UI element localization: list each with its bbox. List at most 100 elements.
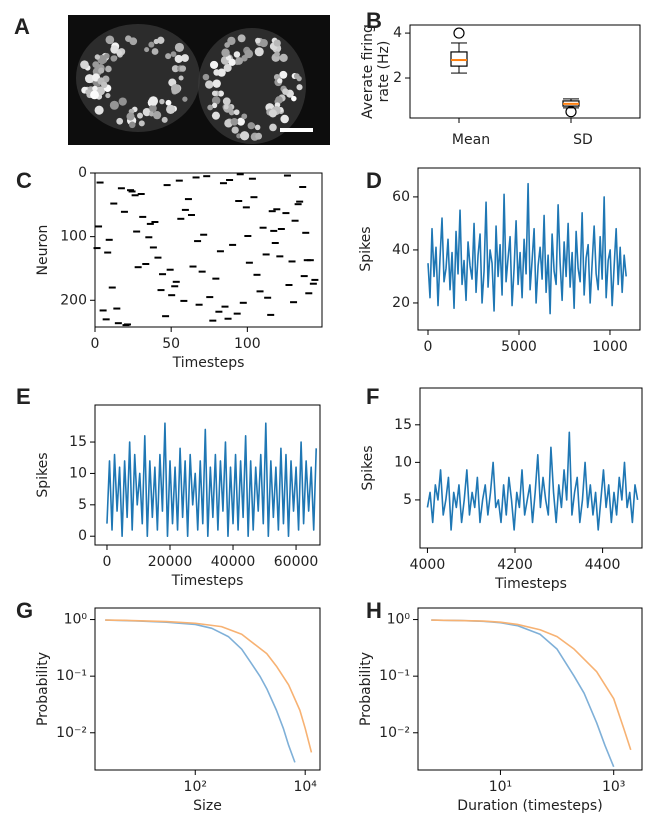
cell: [280, 114, 289, 124]
spike: [110, 202, 118, 205]
cell: [126, 112, 135, 121]
cell: [227, 36, 236, 46]
cell: [222, 97, 231, 106]
panel-letter: H: [366, 598, 382, 623]
cell: [254, 124, 261, 131]
spike: [242, 206, 250, 209]
x-tick-label: 4400: [585, 557, 621, 573]
cell: [165, 99, 172, 106]
spike: [114, 322, 122, 325]
spike: [99, 309, 107, 312]
y-tick-label: 10⁻²: [379, 725, 410, 741]
box: [450, 51, 468, 67]
cell: [223, 63, 232, 72]
cell: [211, 111, 220, 120]
spike: [203, 175, 211, 178]
spike: [283, 174, 291, 177]
cell: [80, 60, 89, 69]
spike: [162, 315, 170, 318]
cell: [296, 84, 303, 91]
cell: [217, 68, 226, 77]
spike: [294, 203, 302, 206]
cell: [174, 42, 185, 52]
x-tick-label: 40000: [211, 554, 256, 570]
spike: [303, 259, 311, 262]
cell: [274, 51, 280, 57]
spike: [215, 310, 223, 313]
cell: [94, 105, 104, 115]
spike: [151, 221, 159, 223]
spike: [149, 246, 157, 249]
y-tick-label: 100: [60, 229, 87, 245]
x-tick-label: 0: [424, 339, 433, 355]
cell: [159, 98, 165, 105]
x-axis-label: Size: [193, 798, 222, 814]
cell: [148, 41, 155, 48]
cell: [211, 90, 218, 97]
cell: [148, 96, 159, 106]
spike: [216, 250, 224, 253]
cell: [116, 117, 124, 125]
cell: [105, 35, 115, 45]
cell: [129, 37, 138, 46]
spike: [285, 284, 293, 286]
cell: [92, 85, 98, 92]
series-line: [431, 619, 632, 751]
y-tick-label: 10: [69, 465, 87, 481]
x-tick-label: 100: [234, 336, 261, 352]
panel-letter: D: [366, 168, 382, 193]
y-tick-label: 40: [392, 242, 410, 258]
y-tick-label: 10⁻¹: [56, 668, 87, 684]
axes-frame: [409, 24, 641, 119]
cell: [181, 54, 189, 62]
cell: [221, 48, 230, 57]
panel-letter: B: [366, 8, 382, 33]
x-axis-label: Duration (timesteps): [457, 798, 602, 814]
cell: [233, 51, 241, 58]
cell: [296, 75, 302, 82]
outlier: [453, 27, 465, 39]
spike: [212, 277, 220, 280]
spike: [270, 229, 278, 232]
cell: [230, 117, 239, 126]
spike: [168, 294, 176, 297]
axes-frame: [94, 607, 321, 771]
cell: [174, 54, 183, 63]
cell: [279, 53, 288, 63]
spike: [256, 290, 264, 293]
cell: [273, 39, 281, 47]
cell: [211, 96, 221, 105]
cell: [182, 96, 188, 102]
y-tick-label: 60: [392, 189, 410, 205]
spike: [277, 228, 285, 230]
series-line: [427, 182, 627, 315]
cell: [157, 36, 165, 44]
x-tick-label: 5000: [501, 339, 537, 355]
y-tick-label: 5: [403, 492, 412, 508]
x-tick-label: 10³: [602, 779, 625, 795]
x-tick-label: 4200: [497, 557, 533, 573]
spike: [250, 196, 258, 199]
cell: [228, 58, 236, 66]
spike: [192, 176, 200, 179]
y-tick-label: 10⁰: [387, 612, 411, 628]
spike: [267, 313, 275, 316]
cell: [101, 81, 108, 89]
spike: [264, 296, 272, 299]
cell: [275, 96, 283, 104]
cell: [149, 111, 155, 117]
spike: [96, 181, 104, 184]
spike: [262, 253, 270, 256]
spike: [226, 179, 234, 181]
spike: [288, 260, 296, 263]
spike: [120, 210, 128, 213]
spike: [282, 212, 290, 215]
y-axis-label: Spikes: [358, 226, 374, 271]
panel-letter: G: [16, 598, 33, 623]
series-line: [426, 431, 639, 531]
x-axis-label: Timesteps: [172, 355, 245, 371]
series-line: [105, 619, 313, 753]
cell: [228, 109, 235, 116]
cell: [249, 123, 256, 129]
